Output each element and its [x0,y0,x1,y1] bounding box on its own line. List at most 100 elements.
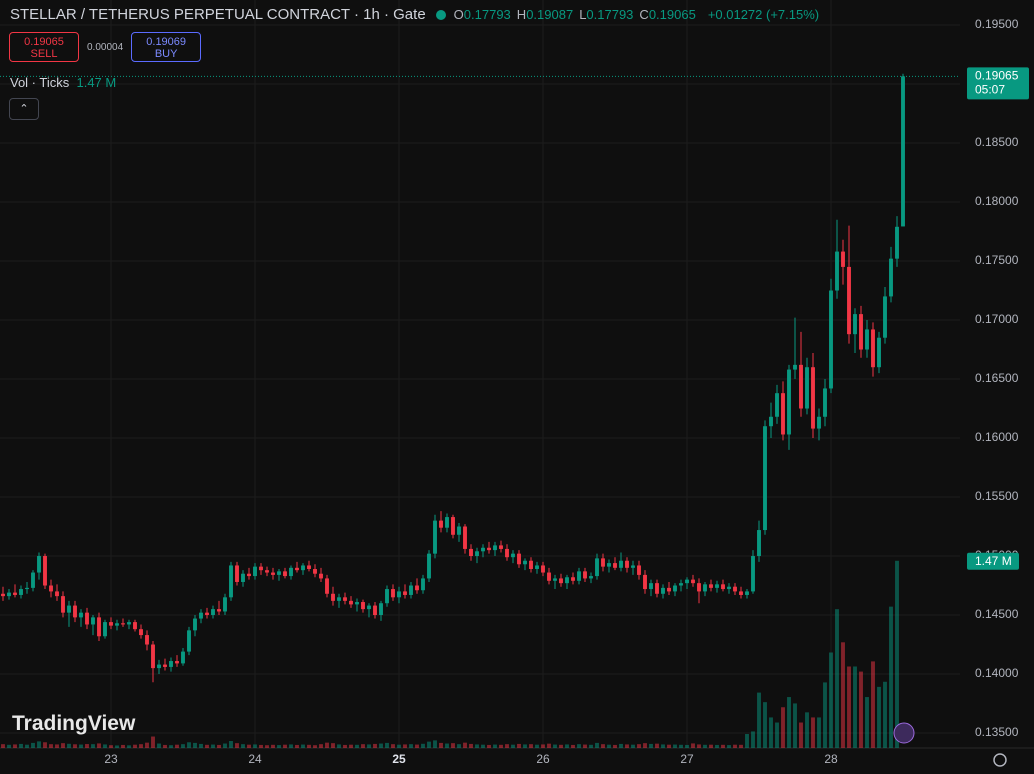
volume-bar [295,744,299,748]
candle-body [229,565,233,598]
candle-body [157,664,161,669]
candle-body [895,226,899,259]
ohlc-label: C [639,7,649,22]
candle-body [397,591,401,598]
buy-button[interactable]: 0.19069 BUY [131,32,202,62]
candle-body [415,585,419,591]
ohlc-values: O0.17793 H0.19087 L0.17793 C0.19065 [454,7,702,22]
symbol-title: STELLAR / TETHERUS PERPETUAL CONTRACT · … [10,6,426,23]
candle-body [133,622,137,630]
candle-body [187,630,191,652]
volume-bar [565,744,569,748]
candle-body [775,393,779,417]
volume-tag [967,552,1019,570]
y-tick-label: 0.14000 [975,666,1019,680]
candle-body [127,622,131,625]
volume-bar [97,743,101,748]
candle-body [517,553,521,565]
volume-bar [37,741,41,748]
volume-tag-value: 1.47 M [975,554,1012,568]
volume-bar [277,745,281,748]
volume-bar [73,744,77,748]
candle-body [703,584,707,592]
sell-button[interactable]: 0.19065 SELL [9,32,79,62]
candle-body [313,568,317,574]
candle-body [577,571,581,581]
settings-icon [993,753,1007,767]
legend-header: STELLAR / TETHERUS PERPETUAL CONTRACT · … [10,6,819,23]
volume-bar [715,744,719,748]
candle-body [607,563,611,567]
volume-bar [541,744,545,748]
candle-body [493,545,497,551]
candle-body [535,565,539,569]
collapse-button[interactable]: ⌃ [9,98,39,120]
candle-body [55,591,59,597]
candle-body [31,572,35,588]
volume-bar [769,717,773,748]
candle-body [505,548,509,558]
volume-bar [325,742,329,748]
candle-body [379,603,383,616]
candle-body [823,388,827,417]
volume-bar [883,681,887,748]
volume-bar [13,744,17,748]
volume-bar [379,743,383,748]
candle-body [643,574,647,590]
x-tick-label: 27 [680,752,694,766]
ohlc-label: H [516,7,527,22]
candle-body [211,609,215,616]
candle-body [739,591,743,595]
volume-bar [271,744,275,748]
candle-body [91,617,95,625]
candle-body [1,593,5,597]
candle-body [385,589,389,604]
candle-body [655,583,659,594]
volume-bar [283,744,287,748]
volume-bar [841,642,845,748]
candle-body [205,612,209,616]
volume-bar [823,682,827,748]
candle-body [583,571,587,579]
candle-body [13,592,17,595]
candle-body [391,589,395,598]
candle-body [871,329,875,368]
y-tick-label: 0.17500 [975,253,1019,267]
candle-body [781,393,785,435]
candle-body [361,602,365,610]
volume-bar [229,740,233,748]
candle-body [181,651,185,664]
candle-body [355,602,359,605]
volume-bar [535,744,539,748]
volume-bar [637,744,641,748]
volume-bar [397,744,401,748]
candle-body [469,548,473,557]
y-tick-label: 0.15500 [975,489,1019,503]
candle-body [667,587,671,592]
volume-bar [721,744,725,748]
volume-bar [697,744,701,748]
volume-bar [253,744,257,748]
candle-body [595,558,599,577]
volume-bar [139,744,143,748]
volume-bar [133,744,137,748]
volume-bar [457,744,461,748]
volume-bar [121,744,125,748]
candle-body [727,586,731,590]
volume-bar [43,742,47,748]
volume-bar [607,744,611,748]
volume-bar [745,733,749,748]
candle-body [523,560,527,565]
y-tick-label: 0.17000 [975,312,1019,326]
volume-bar [757,692,761,748]
candle-body [805,367,809,409]
candle-body [799,364,803,409]
volume-bar [175,744,179,748]
volume-bar [733,744,737,748]
candle-body [331,593,335,601]
volume-bar [337,744,341,748]
lightning-icon [893,722,915,744]
volume-bar [589,744,593,748]
ohlc-label: L [579,7,587,22]
candle-body [61,596,65,613]
